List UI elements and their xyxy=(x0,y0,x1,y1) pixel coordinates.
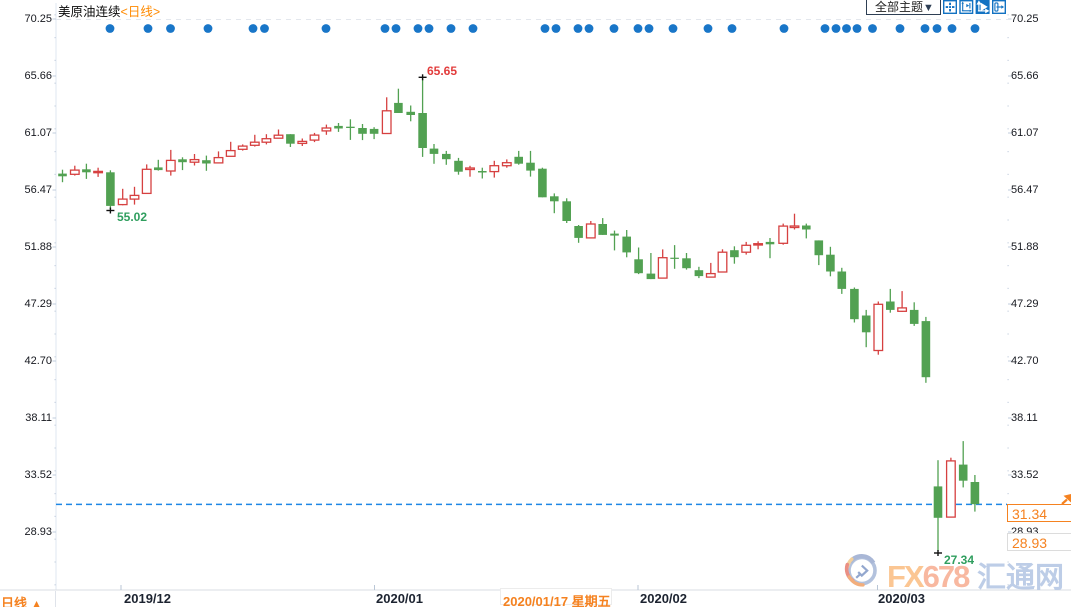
svg-text:FX678: FX678 xyxy=(887,559,970,594)
svg-text:汇通网: 汇通网 xyxy=(977,561,1064,594)
